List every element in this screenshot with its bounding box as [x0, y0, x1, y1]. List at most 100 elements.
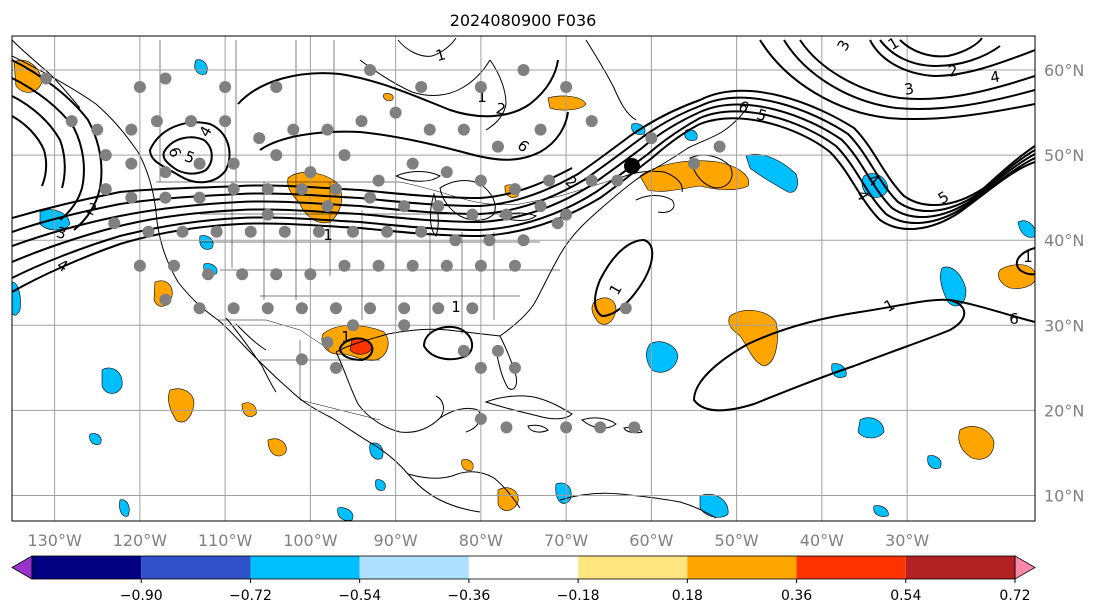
longitude-tick-label: 120°W — [113, 531, 168, 550]
positive-anomaly-area — [958, 426, 995, 460]
station-marker — [193, 302, 206, 315]
lake-superior — [394, 171, 441, 182]
station-marker — [406, 259, 419, 272]
latitude-tick-label: 30°N — [1044, 316, 1084, 335]
station-marker — [347, 225, 359, 238]
station-marker — [159, 72, 172, 85]
colorbar-extend-low — [11, 555, 33, 580]
station-marker — [176, 225, 189, 238]
contour-layer — [12, 37, 1035, 412]
station-marker — [500, 421, 513, 434]
station-marker — [560, 208, 573, 221]
station-marker — [193, 191, 206, 204]
labrador — [585, 39, 637, 121]
station-marker — [517, 64, 530, 77]
colorbar-segment — [32, 556, 142, 579]
colorbar-segment — [796, 556, 906, 579]
station-marker — [560, 421, 573, 434]
contour-line — [12, 89, 1035, 233]
station-marker-layer — [40, 64, 726, 434]
contour-line — [162, 136, 213, 175]
station-marker — [611, 174, 624, 187]
contour-line — [12, 95, 66, 189]
station-marker — [466, 302, 479, 315]
station-marker — [389, 106, 402, 119]
station-marker — [355, 115, 368, 128]
contour-label: 4 — [989, 67, 1002, 86]
negative-anomaly-area — [646, 341, 679, 373]
contour-label: 1 — [451, 298, 461, 316]
station-marker — [560, 81, 573, 94]
longitude-tick-label: 40°W — [800, 531, 844, 550]
station-marker — [474, 412, 487, 425]
colorbar-segment — [905, 556, 1015, 579]
station-marker — [295, 353, 308, 366]
gulf-coast-usa — [335, 328, 501, 353]
station-marker — [466, 208, 479, 221]
station-marker — [372, 174, 385, 187]
central-america — [407, 471, 521, 509]
station-marker — [372, 259, 385, 272]
station-marker — [261, 208, 274, 221]
station-marker — [125, 157, 138, 170]
station-marker — [40, 72, 53, 85]
station-marker — [287, 123, 300, 136]
contour-line — [899, 37, 983, 58]
longitude-tick-label: 60°W — [629, 531, 673, 550]
station-marker — [321, 200, 334, 213]
colorbar-tick-label: 0.36 — [781, 588, 812, 604]
station-marker — [364, 64, 377, 77]
station-marker — [329, 183, 342, 196]
colorbar-tick-label: −0.72 — [229, 588, 272, 604]
station-marker — [474, 174, 487, 187]
station-marker — [219, 115, 232, 128]
station-marker — [185, 115, 198, 128]
colorbar-segment — [250, 556, 360, 579]
highlight-marker — [624, 158, 640, 174]
negative-anomaly-area — [101, 367, 123, 394]
station-marker — [65, 115, 78, 128]
colorbar-tick-label: −0.54 — [338, 588, 381, 604]
station-marker — [432, 302, 445, 315]
contour-line — [1015, 247, 1035, 276]
contour-label: 3 — [903, 79, 916, 98]
station-marker — [381, 225, 394, 238]
latitude-tick-label: 20°N — [1044, 401, 1084, 420]
arctic-islands — [397, 37, 457, 57]
station-marker — [295, 183, 308, 196]
station-marker — [688, 157, 700, 170]
contour-line — [12, 115, 48, 187]
station-marker — [491, 140, 504, 153]
station-marker — [329, 361, 342, 374]
nova-scotia — [635, 195, 675, 213]
positive-anomaly-area — [591, 297, 617, 325]
colorbar-segment — [468, 556, 579, 579]
station-marker — [457, 123, 470, 136]
contour-label: 3 — [54, 223, 68, 243]
shaded-field-layer — [12, 59, 1035, 521]
negative-anomaly-area — [1017, 220, 1035, 238]
latitude-tick-label: 40°N — [1044, 231, 1084, 250]
colorbar-segment — [578, 556, 688, 579]
contour-line — [422, 326, 474, 361]
contour-line — [594, 238, 654, 318]
longitude-tick-label: 130°W — [27, 531, 82, 550]
contour-line — [12, 103, 1035, 263]
contour-label: 1 — [477, 88, 487, 106]
station-marker — [133, 259, 146, 272]
station-marker — [406, 157, 419, 170]
longitude-labels: 130°W 120°W 110°W 100°W 90°W 80°W 70°W 60°W 50°W… — [27, 531, 929, 550]
south-america-north — [559, 492, 717, 519]
contour-label: 1 — [434, 45, 448, 65]
station-marker — [270, 81, 283, 94]
colorbar-segment — [687, 556, 797, 579]
station-marker — [338, 259, 351, 272]
longitude-tick-label: 80°W — [459, 531, 503, 550]
station-marker — [278, 225, 291, 238]
station-marker — [432, 200, 445, 213]
station-marker — [619, 302, 632, 315]
negative-anomaly-area — [699, 494, 729, 518]
station-marker — [364, 302, 377, 315]
baja-california — [225, 317, 277, 393]
